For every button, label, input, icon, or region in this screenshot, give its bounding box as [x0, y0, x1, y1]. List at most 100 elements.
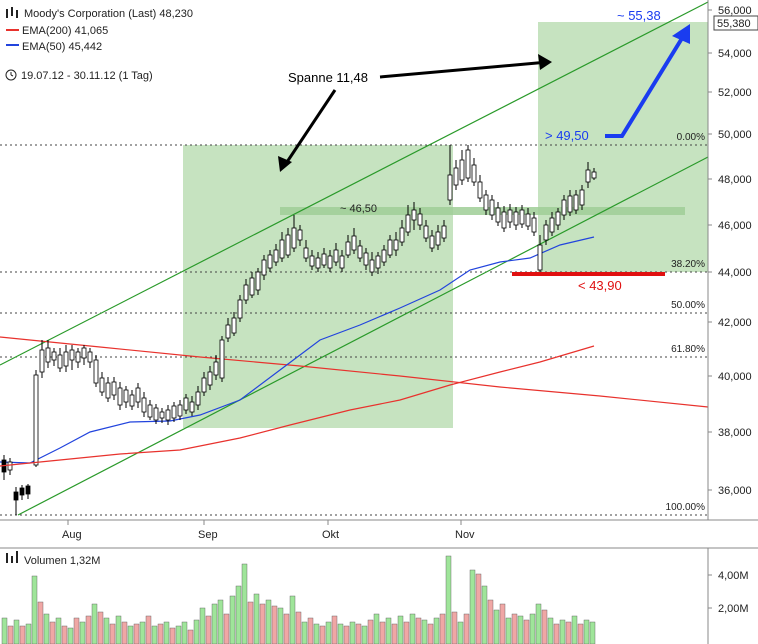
fib-label: 38.20%: [671, 259, 705, 270]
volume-bar: [55, 617, 62, 644]
ema200-curve: [0, 345, 595, 467]
volume-bar: [379, 621, 386, 644]
candle-body: [141, 397, 147, 413]
volume-bar: [121, 621, 128, 644]
time-tick-label: Nov: [455, 529, 475, 541]
volume-bar: [193, 619, 200, 644]
volume-bar: [427, 623, 434, 644]
candle-body: [207, 371, 213, 386]
target-arrow: [605, 33, 686, 138]
span-arrow-right: [379, 60, 549, 79]
span-arrow-left: [283, 89, 337, 166]
candle-body: [555, 211, 561, 226]
candle-body: [171, 405, 177, 419]
channel-lower-line: [17, 156, 709, 516]
candle-body: [411, 209, 417, 221]
volume-bar: [43, 613, 50, 644]
candle-body: [111, 381, 117, 396]
candle-body: [525, 213, 531, 227]
volume-bar: [487, 599, 494, 644]
volume-bar: [517, 615, 524, 644]
candle-body: [63, 351, 69, 367]
candle-body: [387, 239, 393, 256]
candle-body: [531, 217, 537, 233]
candle-body: [399, 227, 405, 243]
volume-bar: [343, 625, 350, 644]
ema200-line: [0, 336, 709, 408]
volume-bar: [397, 615, 404, 644]
candle-body: [147, 404, 153, 418]
volume-bar: [547, 617, 554, 644]
candle-body: [453, 167, 459, 186]
volume-bar: [109, 623, 116, 644]
volume-bar: [499, 603, 506, 644]
candle-body: [585, 169, 591, 183]
volume-bar: [253, 593, 260, 644]
chart-period: 19.07.12 - 30.11.12 (1 Tag): [21, 70, 153, 82]
candle-body: [135, 387, 141, 403]
volume-bar: [13, 619, 20, 644]
candle-body: [315, 257, 321, 269]
volume-bar: [457, 621, 464, 644]
volume-bar: [439, 613, 446, 644]
candle-body: [495, 207, 501, 223]
chart-header: Moody's Corporation (Last) 48,230 EMA(20…: [5, 7, 193, 82]
candle-body: [519, 209, 525, 225]
volume-bar: [571, 615, 578, 644]
price-tick-label: 44,000: [718, 267, 752, 279]
volume-bar: [283, 613, 290, 644]
ema50-legend: EMA(50) 45,442: [22, 41, 102, 53]
candle-body: [153, 407, 159, 421]
volume-bar: [541, 609, 548, 644]
annotations: Spanne 11,48 ~ 46,50 < 43,90 > 49,50 ~ 55,38: [278, 8, 690, 293]
volume-bar: [229, 595, 236, 644]
volume-bar: [523, 619, 530, 644]
volume-bar: [151, 625, 158, 644]
candle-body: [243, 284, 249, 301]
volume-bar: [583, 619, 590, 644]
volume-bar: [481, 585, 488, 644]
volume-bar: [133, 623, 140, 644]
volume-bar: [187, 629, 194, 644]
candle-body: [297, 229, 303, 241]
volume-bar: [307, 617, 314, 644]
candle-body: [45, 347, 51, 363]
volume-icon: [6, 553, 8, 563]
price-axis: 56,000 54,000 52,000 50,000 48,000 46,000 44,0…: [707, 0, 758, 520]
volume-bar: [565, 621, 572, 644]
volume-panel: Volumen 1,32M 4,00M 2,00M: [0, 547, 758, 644]
volume-bar: [505, 617, 512, 644]
candle-body: [249, 277, 255, 296]
volume-bar: [19, 625, 26, 644]
volume-bar: [451, 611, 458, 644]
volume-bar: [367, 619, 374, 644]
volume-bar: [361, 625, 368, 644]
volume-bar: [73, 617, 80, 644]
volume-label: Volumen 1,32M: [24, 555, 100, 567]
candle-body: [393, 239, 399, 251]
candle-body: [357, 245, 363, 259]
candle-body: [13, 491, 19, 501]
candle-body: [339, 255, 345, 269]
candle-body: [195, 391, 201, 406]
price-tick-label: 42,000: [718, 317, 752, 329]
candle-body: [99, 377, 105, 393]
volume-bar: [61, 625, 68, 644]
volume-bar: [301, 621, 308, 644]
volume-bar: [325, 621, 332, 644]
volume-bar: [475, 573, 482, 644]
volume-bar: [169, 627, 176, 644]
volume-bar: [493, 609, 500, 644]
trend-channel: [0, 1, 709, 516]
candle-body: [183, 397, 189, 411]
volume-bar: [409, 613, 416, 644]
mid-level-band: [280, 207, 685, 215]
fib-label: 100.00%: [666, 502, 706, 513]
price-tick-label: 54,000: [718, 48, 752, 60]
ema50-line: [0, 236, 595, 464]
volume-bar: [319, 625, 326, 644]
candle-body: [423, 225, 429, 239]
candle-body: [159, 411, 165, 419]
candle-body: [25, 485, 31, 495]
